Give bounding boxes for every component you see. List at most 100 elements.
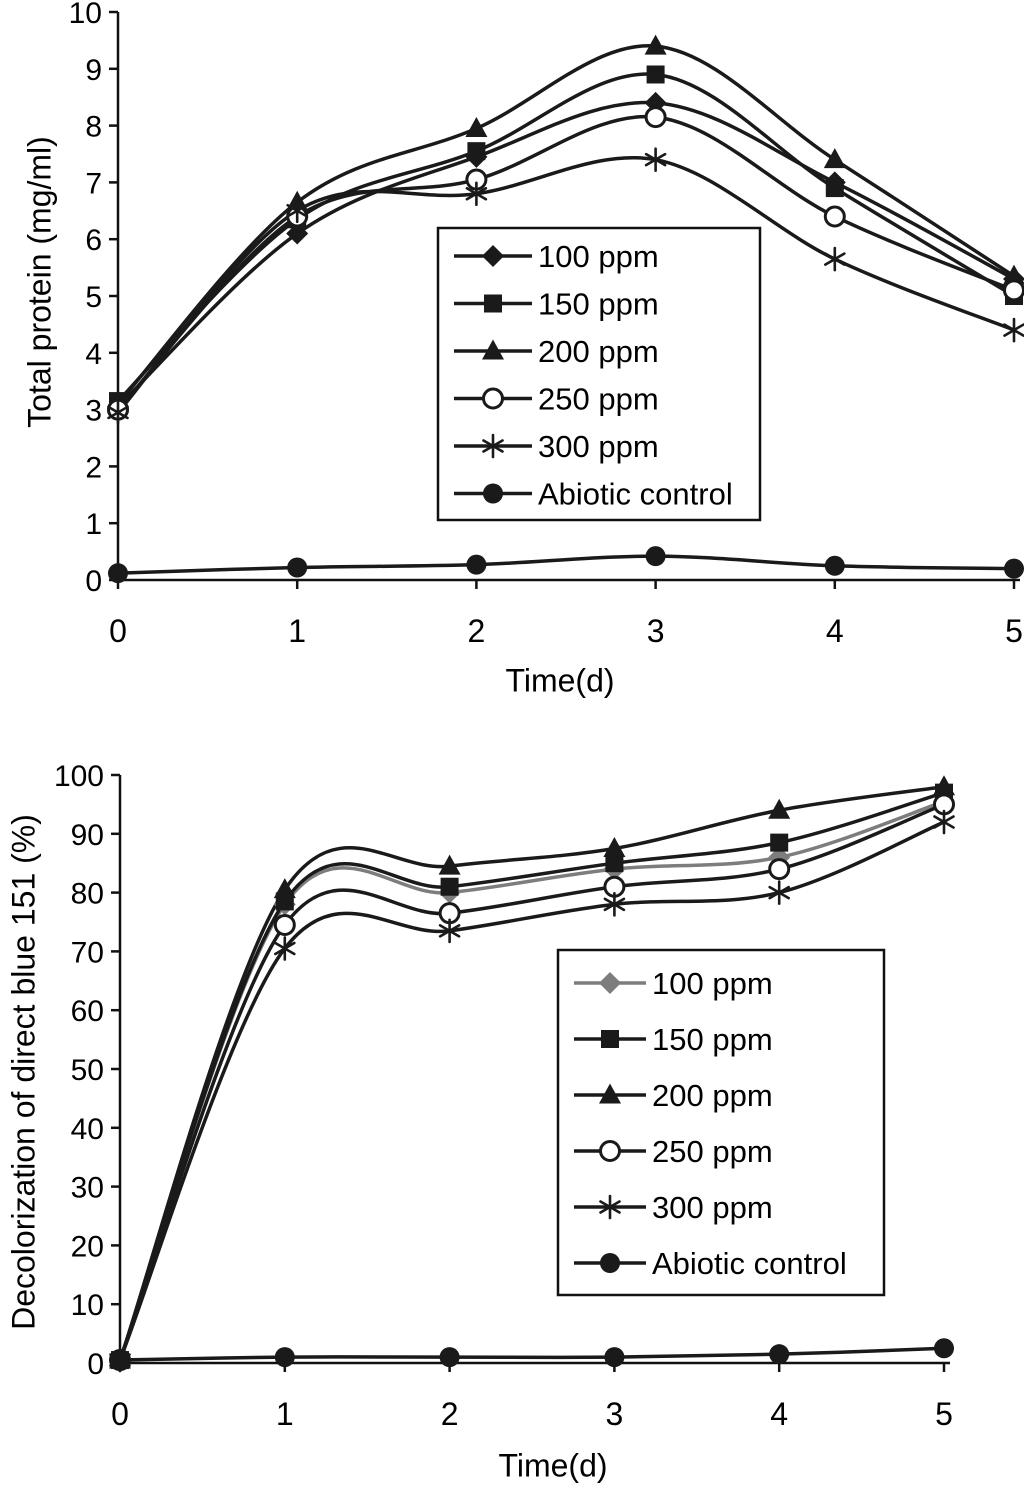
legend-label: 300 ppm [538, 429, 659, 464]
y-tick-label: 70 [71, 936, 104, 969]
y-tick-label: 8 [85, 111, 102, 144]
marker-circle-abiotic-control [934, 1338, 954, 1359]
marker-circle-open-250-ppm [768, 858, 791, 881]
x-axis-ticks: 0 1 2 3 4 5 [109, 580, 1023, 649]
legend-marker-square [601, 1030, 619, 1048]
x-tick-label: 2 [441, 1396, 459, 1432]
y-axis-ticks: 0 10 20 30 40 50 60 70 80 90 100 [54, 760, 120, 1381]
legend-label: 150 ppm [652, 1022, 773, 1057]
y-tick-label: 0 [87, 1348, 104, 1381]
marker-asterisk-300-ppm [273, 936, 296, 961]
marker-circle-abiotic-control [439, 1347, 460, 1368]
x-tick-label: 3 [606, 1396, 624, 1432]
marker-asterisk-300-ppm [107, 400, 129, 425]
y-tick-label: 90 [71, 819, 104, 852]
legend-entry-300-ppm: 300 ppm [454, 429, 659, 464]
marker-circle-abiotic-control [824, 555, 845, 576]
y-tick-label: 3 [85, 395, 102, 428]
marker-circle-open-250-ppm [1003, 279, 1024, 302]
legend: 100 ppm 150 ppm 200 ppm 250 ppm 300 ppm Abiot… [556, 948, 886, 1297]
legend-entry-150-ppm: 150 ppm [574, 1022, 773, 1057]
y-tick-label: 50 [71, 1054, 104, 1087]
series-lines [116, 44, 1016, 575]
legend-entry-250-ppm: 250 ppm [574, 1134, 773, 1169]
marker-asterisk-300-ppm [1003, 317, 1024, 343]
legend-marker-circle [600, 1253, 620, 1273]
marker-square-150-ppm [605, 854, 624, 873]
legend-entry-200-ppm: 200 ppm [574, 1078, 773, 1113]
marker-asterisk-300-ppm [286, 198, 309, 224]
legend-marker-asterisk [599, 1194, 621, 1220]
series-markers [109, 775, 955, 1373]
x-tick-label: 1 [288, 613, 306, 649]
legend-entry-200-ppm: 200 ppm [454, 334, 659, 369]
legend-marker-diamond [482, 245, 504, 267]
marker-circle-abiotic-control [1004, 558, 1024, 579]
y-tick-label: 6 [85, 224, 102, 257]
marker-asterisk-300-ppm [438, 918, 461, 944]
x-axis-title-time-bottom: Time(d) [498, 1447, 608, 1484]
legend-label: 300 ppm [652, 1190, 773, 1225]
y-tick-label: 2 [85, 451, 102, 484]
marker-circle-open-250-ppm [644, 106, 667, 129]
legend-entry-150-ppm: 150 ppm [454, 287, 659, 322]
legend-label: 150 ppm [538, 287, 659, 322]
series-line-abiotic-control [116, 554, 1016, 575]
legend-marker-diamond [599, 972, 621, 994]
legend-marker-circle [483, 483, 503, 504]
y-axis-ticks: 0 1 2 3 4 5 6 7 8 9 10 [69, 0, 118, 598]
x-tick-label: 4 [826, 613, 844, 649]
legend-entry-300-ppm: 300 ppm [574, 1190, 773, 1225]
marker-triangle-200-ppm [273, 878, 296, 899]
legend-marker-triangle [482, 339, 504, 360]
legend: 100 ppm 150 ppm 200 ppm 250 ppm 300 ppm Abiot… [436, 226, 762, 522]
y-tick-label: 100 [54, 760, 104, 793]
marker-circle-open-250-ppm [273, 913, 296, 936]
y-tick-label: 4 [85, 338, 102, 371]
marker-circle-abiotic-control [108, 563, 128, 584]
series-line-200-ppm [116, 44, 1016, 406]
legend-label: 200 ppm [538, 334, 659, 369]
legend-label: 250 ppm [652, 1134, 773, 1169]
marker-asterisk-300-ppm [644, 147, 667, 172]
x-axis-ticks: 0 1 2 3 4 5 [111, 1363, 953, 1432]
legend-entry-100-ppm: 100 ppm [454, 239, 659, 274]
series-line-250-ppm [116, 114, 1016, 412]
total-protein-chart: 0 1 2 3 4 5 6 7 8 9 10 0 1 2 3 4 5 100 ppm 150 ppm 200 ppm 2… [69, 0, 1024, 649]
x-tick-label: 3 [647, 613, 665, 649]
legend-entry-abiotic-control: Abiotic control [454, 477, 733, 512]
marker-circle-abiotic-control [110, 1350, 130, 1371]
legend-label: 100 ppm [538, 239, 659, 274]
series-line-100-ppm [116, 100, 1016, 409]
y-tick-label: 9 [85, 54, 102, 87]
legend-label: 100 ppm [652, 966, 773, 1001]
y-axis-title-total-protein: Total protein (mg/ml) [21, 136, 58, 428]
marker-square-150-ppm [440, 877, 459, 896]
x-tick-label: 4 [770, 1396, 788, 1432]
legend-label: 200 ppm [652, 1078, 773, 1113]
legend-marker-circle-open [599, 1140, 621, 1162]
marker-asterisk-300-ppm [933, 809, 955, 835]
legend-label: 250 ppm [538, 382, 659, 417]
legend-entry-100-ppm: 100 ppm [574, 966, 773, 1001]
marker-square-150-ppm [467, 142, 486, 161]
legend-label: Abiotic control [538, 477, 733, 512]
y-tick-label: 80 [71, 878, 104, 911]
y-axis-title-decolorization: Decolorization of direct blue 151 (%) [5, 814, 42, 1330]
marker-circle-abiotic-control [604, 1347, 625, 1368]
marker-diamond-100-ppm [768, 846, 791, 869]
marker-triangle-200-ppm [933, 775, 955, 796]
marker-square-150-ppm [770, 833, 789, 852]
legend-marker-square [484, 294, 502, 313]
marker-asterisk-300-ppm [768, 880, 791, 905]
legend-marker-circle-open [482, 387, 504, 410]
y-tick-label: 10 [69, 0, 102, 30]
y-tick-label: 0 [85, 565, 102, 598]
marker-circle-abiotic-control [287, 557, 308, 578]
y-tick-label: 20 [71, 1230, 104, 1263]
marker-triangle-200-ppm [823, 148, 846, 169]
legend-entry-abiotic-control: Abiotic control [574, 1246, 847, 1281]
legend-label: Abiotic control [652, 1246, 847, 1281]
y-tick-label: 7 [85, 167, 102, 200]
series-line-150-ppm [116, 72, 1016, 403]
